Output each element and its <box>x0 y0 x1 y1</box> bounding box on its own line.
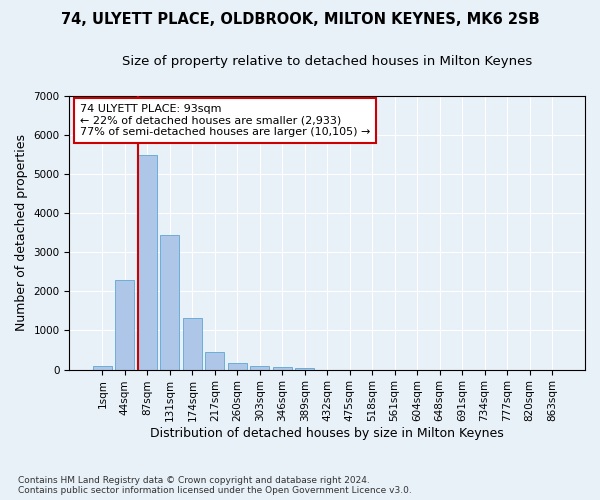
Bar <box>272 368 292 370</box>
Bar <box>93 366 112 370</box>
Text: Contains HM Land Registry data © Crown copyright and database right 2024.
Contai: Contains HM Land Registry data © Crown c… <box>18 476 412 495</box>
Bar <box>160 234 179 370</box>
Bar <box>250 366 269 370</box>
Bar <box>115 280 134 370</box>
Bar <box>183 318 202 370</box>
Bar <box>228 363 247 370</box>
Y-axis label: Number of detached properties: Number of detached properties <box>15 134 28 331</box>
Bar <box>295 368 314 370</box>
Text: 74, ULYETT PLACE, OLDBROOK, MILTON KEYNES, MK6 2SB: 74, ULYETT PLACE, OLDBROOK, MILTON KEYNE… <box>61 12 539 28</box>
Text: 74 ULYETT PLACE: 93sqm
← 22% of detached houses are smaller (2,933)
77% of semi-: 74 ULYETT PLACE: 93sqm ← 22% of detached… <box>80 104 370 137</box>
Title: Size of property relative to detached houses in Milton Keynes: Size of property relative to detached ho… <box>122 55 532 68</box>
Bar <box>205 352 224 370</box>
X-axis label: Distribution of detached houses by size in Milton Keynes: Distribution of detached houses by size … <box>151 427 504 440</box>
Bar <box>138 155 157 370</box>
